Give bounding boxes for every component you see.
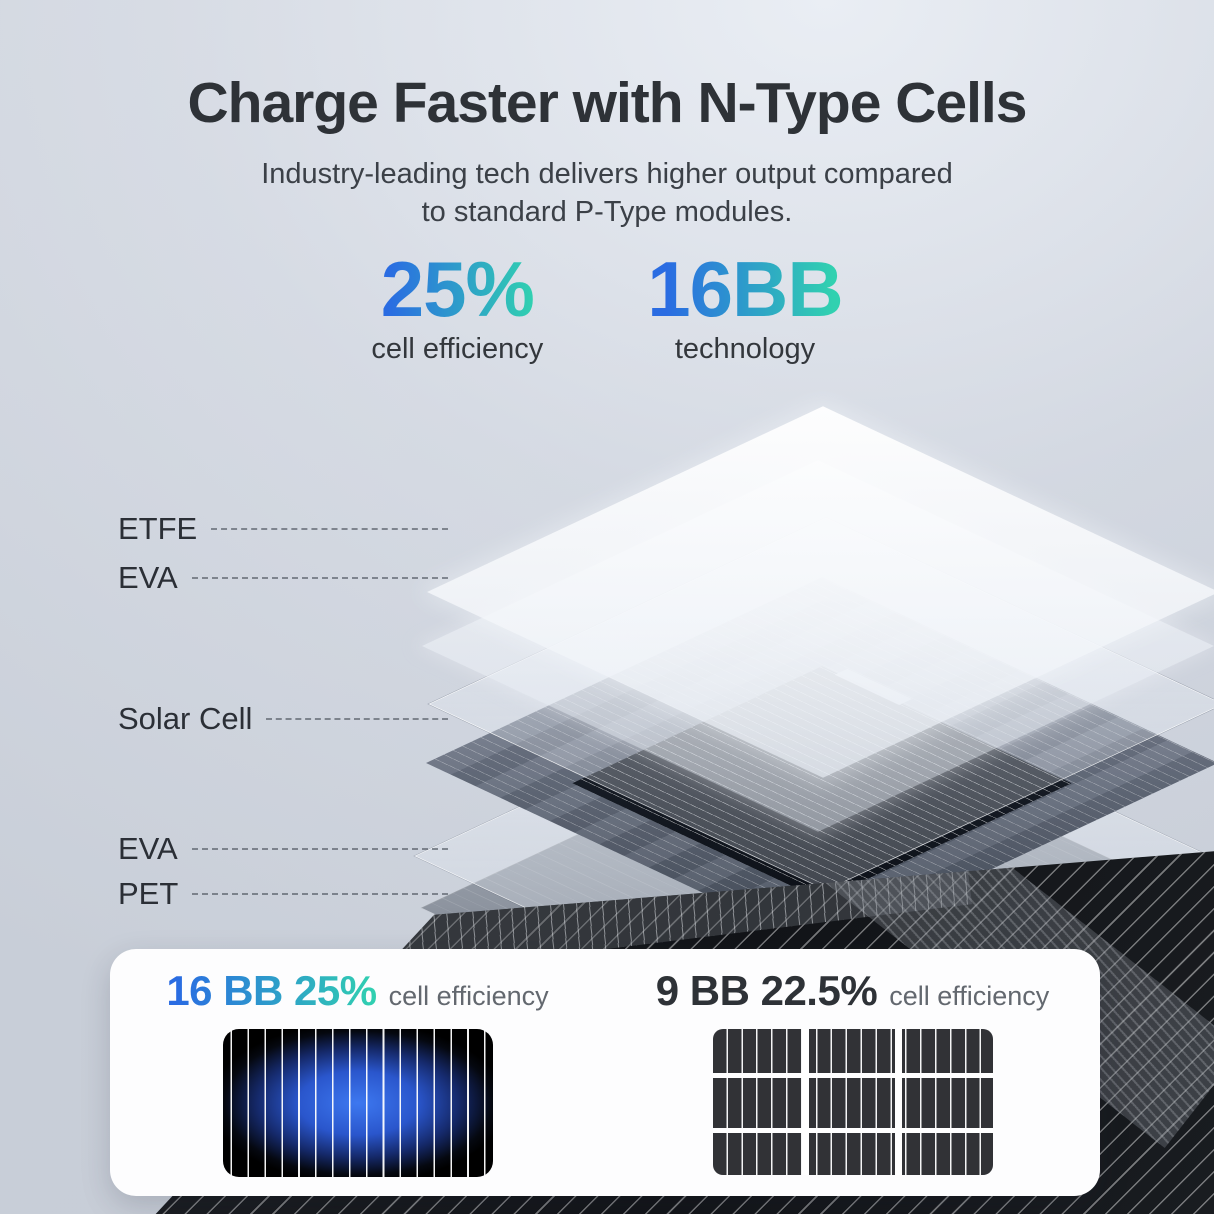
efficiency-comparison-card: 16 BB 25% cell efficiency 9 BB 22.5% cell … bbox=[110, 949, 1100, 1196]
layer-label-eva-top-text: EVA bbox=[118, 560, 178, 595]
subtitle-line-2: to standard P-Type modules. bbox=[421, 195, 793, 228]
p-type-busbar-vertical-2 bbox=[894, 1029, 902, 1175]
leader-line-solar-cell bbox=[266, 718, 448, 720]
layer-label-pet: PET bbox=[118, 876, 448, 911]
n-type-heading-value: 16 BB 25% bbox=[166, 967, 377, 1014]
page-subtitle: Industry-leading tech delivers higher ou… bbox=[0, 156, 1214, 231]
n-type-cell-graphic bbox=[222, 1029, 493, 1177]
leader-line-eva-top bbox=[191, 577, 448, 579]
layer-label-etfe-text: ETFE bbox=[118, 511, 198, 546]
n-type-heading: 16 BB 25% cell efficiency bbox=[166, 967, 548, 1014]
leader-line-etfe bbox=[211, 528, 448, 530]
page-title: Charge Faster with N-Type Cells bbox=[187, 71, 1028, 135]
stat-busbar-technology: 16BB technology bbox=[647, 245, 843, 366]
layer-label-pet-text: PET bbox=[118, 876, 179, 911]
n-type-column: 16 BB 25% cell efficiency bbox=[110, 949, 605, 1196]
layer-label-solar-cell-text: Solar Cell bbox=[118, 701, 253, 736]
layer-label-solar-cell: Solar Cell bbox=[118, 701, 448, 736]
p-type-column: 9 BB 22.5% cell efficiency bbox=[605, 949, 1100, 1196]
layer-label-eva-bottom-text: EVA bbox=[118, 831, 178, 866]
p-type-heading-value: 9 BB 22.5% bbox=[655, 967, 878, 1014]
layer-label-etfe: ETFE bbox=[118, 511, 448, 546]
stat-value-efficiency: 25% bbox=[371, 249, 543, 330]
leader-line-eva-bottom bbox=[191, 848, 448, 850]
stat-caption-busbar: technology bbox=[674, 332, 816, 365]
p-type-cell-graphic bbox=[712, 1029, 993, 1175]
p-type-heading-caption: cell efficiency bbox=[889, 981, 1050, 1011]
subtitle-line-1: Industry-leading tech delivers higher ou… bbox=[261, 158, 953, 190]
stat-cell-efficiency: 25% cell efficiency bbox=[371, 249, 544, 366]
stat-value-busbar: 16BB bbox=[647, 245, 843, 333]
p-type-heading: 9 BB 22.5% cell efficiency bbox=[656, 967, 1050, 1014]
layer-label-eva-bottom: EVA bbox=[118, 831, 448, 866]
p-type-busbar-horizontal-2 bbox=[712, 1128, 993, 1134]
leader-line-pet bbox=[192, 893, 448, 895]
p-type-busbar-horizontal-1 bbox=[712, 1072, 993, 1078]
layer-label-eva-top: EVA bbox=[118, 560, 448, 595]
stat-caption-efficiency: cell efficiency bbox=[371, 332, 544, 365]
p-type-busbar-vertical-1 bbox=[802, 1029, 810, 1175]
n-type-heading-caption: cell efficiency bbox=[388, 981, 549, 1011]
stats-row: 25% cell efficiency 16BB technology bbox=[0, 245, 1214, 366]
